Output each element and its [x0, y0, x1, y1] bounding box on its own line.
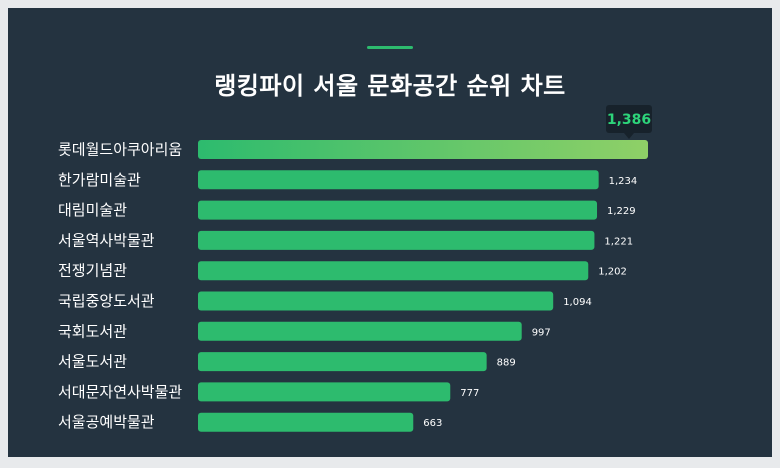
value-label: 1,221 — [604, 236, 633, 247]
bar — [198, 412, 414, 432]
value-label: 889 — [497, 358, 516, 369]
bar — [198, 382, 451, 402]
chart-title: 랭킹파이 서울 문화공간 순위 차트 — [214, 72, 566, 100]
chart-panel: 랭킹파이 서울 문화공간 순위 차트 롯데월드아쿠아리움 1,386 한가람미술관 1… — [8, 8, 772, 457]
category-label: 한가람미술관 — [58, 171, 141, 189]
category-label: 대림미술관 — [58, 201, 127, 219]
category-label: 국립중앙도서관 — [58, 292, 155, 310]
category-label: 국회도서관 — [58, 322, 127, 340]
value-label: 1,229 — [607, 206, 636, 217]
bar — [198, 200, 598, 220]
category-label: 롯데월드아쿠아리움 — [58, 141, 182, 159]
value-label: 1,386 — [607, 112, 651, 128]
value-label: 997 — [532, 327, 551, 338]
bar — [198, 291, 554, 311]
value-label: 1,094 — [563, 297, 592, 308]
category-label: 서울공예박물관 — [58, 413, 155, 431]
bar-chart: 롯데월드아쿠아리움 1,386 한가람미술관 1,234 대림미술관 1,229 서울역사박… — [58, 105, 652, 432]
value-label: 1,234 — [609, 176, 638, 187]
value-tooltip: 1,386 — [606, 105, 652, 139]
bar — [198, 230, 595, 250]
bar — [198, 140, 648, 159]
title-accent-line — [367, 46, 413, 49]
category-label: 서울역사박물관 — [58, 231, 155, 249]
value-label: 777 — [460, 388, 479, 399]
bar — [198, 170, 599, 190]
category-label: 전쟁기념관 — [58, 262, 127, 280]
value-label: 663 — [423, 418, 442, 429]
value-label: 1,202 — [598, 267, 627, 278]
category-label: 서울도서관 — [58, 353, 127, 371]
bar — [198, 352, 487, 372]
category-label: 서대문자연사박물관 — [58, 383, 182, 401]
bar — [198, 321, 522, 341]
bar — [198, 261, 589, 281]
